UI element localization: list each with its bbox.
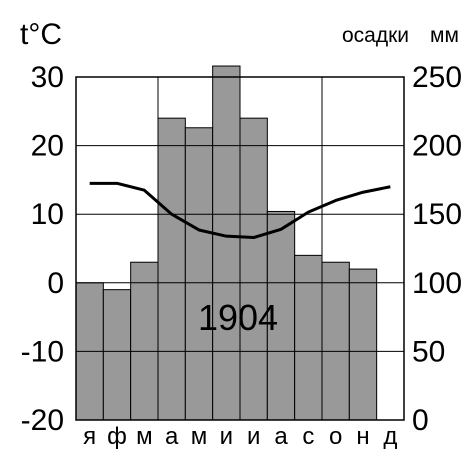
right-tick-label: 200 xyxy=(412,130,462,163)
year-annotation: 1904 xyxy=(198,297,278,338)
precipitation-bar xyxy=(157,117,186,421)
left-tick-label: 30 xyxy=(31,61,64,94)
month-label: м xyxy=(191,423,208,450)
right-tick-label: 100 xyxy=(412,267,462,300)
precipitation-bar xyxy=(212,65,241,421)
month-label: и xyxy=(220,423,233,450)
precipitation-bar xyxy=(266,210,296,421)
plot-frame xyxy=(75,76,405,421)
month-label: о xyxy=(329,423,342,450)
left-tick-label: -20 xyxy=(21,404,64,437)
month-label: м xyxy=(136,423,153,450)
left-tick-label: -10 xyxy=(21,335,64,368)
precipitation-bar xyxy=(130,261,159,421)
month-label: ф xyxy=(107,423,127,450)
right-axis-ticks: 250 200 150 100 50 0 xyxy=(412,61,462,437)
precipitation-bar xyxy=(239,117,268,421)
month-label: а xyxy=(165,423,179,450)
month-label: д xyxy=(383,423,397,450)
month-label: н xyxy=(356,423,369,450)
right-axis-title: осадки xyxy=(342,24,409,47)
right-tick-label: 0 xyxy=(412,404,429,437)
precipitation-bar xyxy=(321,261,350,421)
left-tick-label: 20 xyxy=(31,130,64,163)
left-tick-label: 10 xyxy=(31,198,64,231)
precipitation-bar xyxy=(184,127,214,421)
precipitation-bars xyxy=(75,65,378,421)
left-axis-title: t°C xyxy=(20,18,62,51)
temperature-series xyxy=(89,181,391,240)
grid-lines xyxy=(75,76,405,421)
right-axis-unit: мм xyxy=(430,24,459,47)
temperature-line xyxy=(89,181,391,240)
precipitation-bar xyxy=(294,254,323,421)
month-label: а xyxy=(274,423,288,450)
month-label: и xyxy=(247,423,260,450)
right-tick-label: 150 xyxy=(412,198,462,231)
left-tick-label: 0 xyxy=(47,267,64,300)
month-label: я xyxy=(83,423,96,450)
right-tick-label: 250 xyxy=(412,61,462,94)
left-axis-ticks: 30 20 10 0 -10 -20 xyxy=(21,61,64,437)
month-label: с xyxy=(302,423,314,450)
precipitation-bar xyxy=(102,289,132,421)
right-tick-label: 50 xyxy=(412,335,445,368)
precipitation-bar xyxy=(348,268,378,421)
